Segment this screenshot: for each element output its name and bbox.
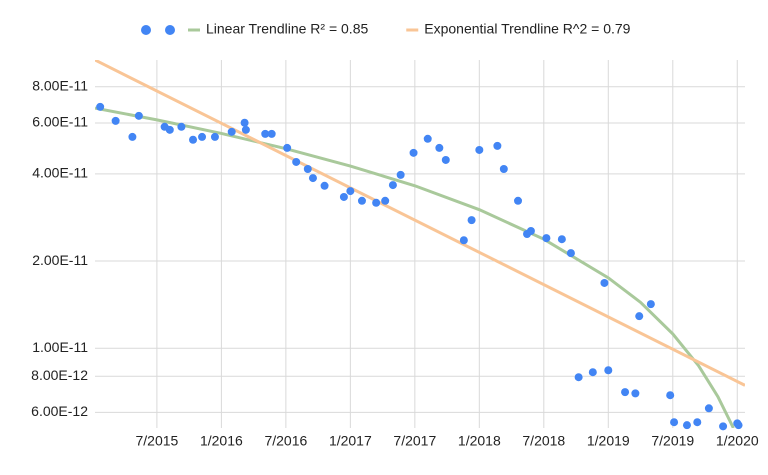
data-point: [514, 196, 523, 205]
data-point: [566, 249, 575, 258]
data-point: [346, 187, 355, 196]
data-point: [303, 164, 312, 173]
data-point: [631, 389, 640, 398]
data-point: [542, 234, 551, 243]
y-tick-label: 6.00E-12: [31, 403, 88, 419]
data-point: [292, 157, 301, 166]
y-tick-label: 1.00E-11: [32, 339, 88, 355]
x-tick-label: 1/2018: [458, 433, 501, 449]
legend-label: Linear Trendline R² = 0.85: [206, 21, 368, 37]
data-point: [604, 366, 613, 375]
x-tick-label: 1/2016: [200, 433, 243, 449]
trendline: [95, 60, 745, 387]
data-point: [574, 373, 583, 382]
data-point: [693, 418, 702, 427]
data-point: [459, 236, 468, 245]
data-point: [493, 141, 502, 150]
data-point: [600, 278, 609, 287]
data-point: [111, 116, 120, 125]
y-tick-label: 8.00E-12: [31, 367, 88, 383]
data-point: [635, 312, 644, 321]
data-point: [320, 181, 329, 190]
data-point: [526, 227, 535, 236]
data-point: [128, 132, 137, 141]
data-point: [339, 192, 348, 201]
x-tick-label: 7/2016: [264, 433, 307, 449]
x-tick-label: 1/2019: [587, 433, 630, 449]
data-point: [177, 122, 186, 131]
y-tick-label: 4.00E-11: [32, 165, 88, 181]
data-point: [682, 421, 691, 430]
data-point: [499, 164, 508, 173]
data-point: [588, 368, 597, 377]
x-tick-label: 7/2015: [135, 433, 178, 449]
data-point: [435, 143, 444, 152]
x-tick-label: 1/2017: [329, 433, 372, 449]
data-point: [670, 418, 679, 427]
x-tick-label: 7/2018: [522, 433, 565, 449]
legend-label: Exponential Trendline R^2 = 0.79: [424, 21, 630, 37]
data-point: [261, 129, 270, 138]
data-point: [227, 127, 236, 136]
data-point: [396, 170, 405, 179]
data-point: [381, 196, 390, 205]
data-point: [308, 174, 317, 183]
data-point: [475, 145, 484, 154]
data-point: [423, 134, 432, 143]
data-point: [388, 181, 397, 190]
x-tick-label: 7/2017: [393, 433, 436, 449]
data-point: [210, 132, 219, 141]
y-tick-label: 8.00E-11: [32, 77, 88, 93]
data-point: [734, 421, 743, 430]
data-point: [646, 300, 655, 309]
data-point: [409, 148, 418, 157]
data-point: [198, 132, 207, 141]
legend-marker: [141, 25, 151, 35]
x-tick-label: 7/2019: [651, 433, 694, 449]
data-point: [241, 125, 250, 134]
data-point: [621, 388, 630, 397]
x-tick-label: 1/2020: [716, 433, 759, 449]
data-point: [189, 135, 198, 144]
data-point: [372, 198, 381, 207]
data-point: [666, 391, 675, 400]
data-point: [267, 129, 276, 138]
data-point: [283, 143, 292, 152]
data-point: [704, 404, 713, 413]
data-point: [165, 125, 174, 134]
data-point: [557, 235, 566, 244]
data-point: [467, 216, 476, 225]
data-point: [96, 102, 105, 111]
data-point: [719, 422, 728, 431]
data-point: [240, 118, 249, 127]
y-tick-label: 6.00E-11: [32, 114, 88, 130]
data-point: [357, 196, 366, 205]
legend-marker: [165, 25, 175, 35]
plot-area: [95, 60, 745, 428]
data-point: [134, 111, 143, 120]
data-point: [441, 155, 450, 164]
y-tick-label: 2.00E-11: [32, 252, 88, 268]
